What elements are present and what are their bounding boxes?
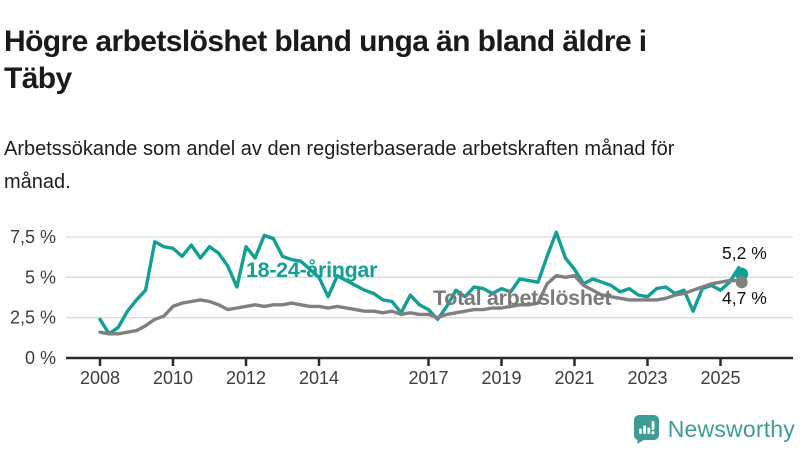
x-tick-label: 2019 — [481, 368, 521, 388]
series-label-young: 18-24-åringar — [246, 258, 378, 282]
y-tick-label: 0 % — [25, 348, 56, 368]
x-tick-label: 2021 — [554, 368, 594, 388]
y-tick-label: 7,5 % — [10, 227, 56, 247]
series-label-total: Total arbetslöshet — [433, 286, 612, 310]
y-tick-label: 2,5 % — [10, 308, 56, 328]
y-tick-label: 5 % — [25, 267, 56, 287]
end-value-label-total: 4,7 % — [722, 288, 767, 308]
x-tick-label: 2008 — [80, 368, 120, 388]
x-tick-label: 2010 — [153, 368, 193, 388]
end-value-label-young: 5,2 % — [722, 243, 767, 263]
chart-subtitle: Arbetssökande som andel av den registerb… — [4, 138, 675, 193]
x-tick-label: 2017 — [408, 368, 448, 388]
x-tick-label: 2012 — [226, 368, 266, 388]
newsworthy-logo[interactable]: Newsworthy — [632, 414, 795, 444]
chart-title: Högre arbetslöshet bland unga än bland ä… — [4, 25, 647, 96]
series-line-total — [98, 274, 744, 336]
x-tick-label: 2014 — [299, 368, 339, 388]
x-tick-label: 2025 — [700, 368, 740, 388]
brand-name: Newsworthy — [667, 415, 795, 442]
x-tick-label: 2023 — [627, 368, 667, 388]
series-end-dot-total — [735, 276, 748, 289]
series-line-young — [98, 230, 744, 336]
newsworthy-logo-icon — [633, 415, 659, 444]
